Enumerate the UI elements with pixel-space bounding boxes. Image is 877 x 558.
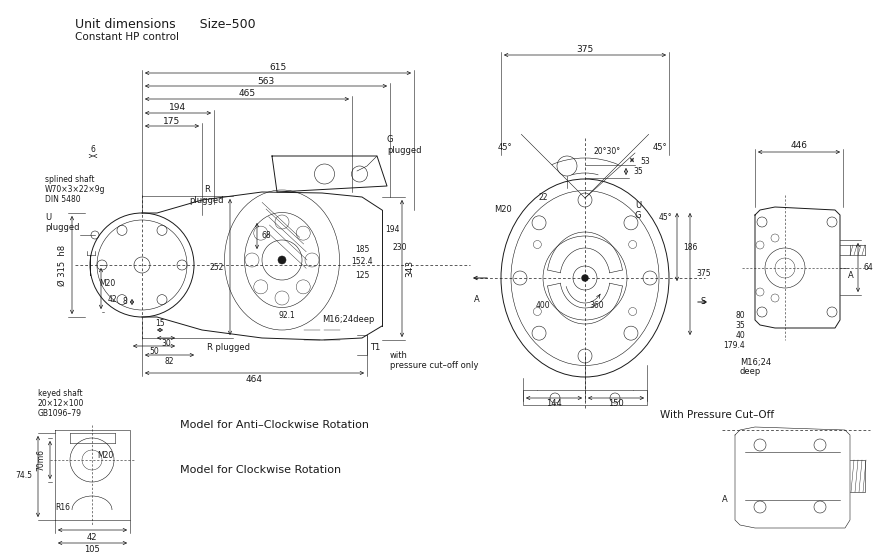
Text: 375: 375 xyxy=(575,45,593,54)
Text: 68: 68 xyxy=(261,232,271,240)
Text: 15: 15 xyxy=(155,319,165,328)
Text: 252: 252 xyxy=(210,262,224,272)
Text: W70×3×22×9g: W70×3×22×9g xyxy=(45,185,105,195)
Text: R plugged: R plugged xyxy=(207,344,250,353)
Text: Model for Anti–Clockwise Rotation: Model for Anti–Clockwise Rotation xyxy=(180,420,368,430)
Text: 465: 465 xyxy=(239,89,255,99)
Text: M16;24deep: M16;24deep xyxy=(322,315,374,325)
Text: 64: 64 xyxy=(863,263,873,272)
Text: With Pressure Cut–Off: With Pressure Cut–Off xyxy=(660,410,774,420)
Text: GB1096–79: GB1096–79 xyxy=(38,408,82,417)
Text: 343: 343 xyxy=(405,259,414,277)
Text: 446: 446 xyxy=(789,142,807,151)
Text: S: S xyxy=(700,297,705,306)
Text: M20: M20 xyxy=(494,205,511,214)
Text: with: with xyxy=(389,352,408,360)
Text: 42: 42 xyxy=(107,296,117,305)
Text: 230: 230 xyxy=(392,243,407,253)
Text: 45°: 45° xyxy=(658,214,671,223)
Text: 8: 8 xyxy=(122,297,127,306)
Text: M20: M20 xyxy=(96,450,113,459)
Text: M16;24: M16;24 xyxy=(739,358,770,367)
Text: 152.4: 152.4 xyxy=(351,257,373,267)
Text: 194: 194 xyxy=(169,103,186,113)
Text: 20×12×100: 20×12×100 xyxy=(38,398,84,407)
Text: 80: 80 xyxy=(735,310,745,320)
Text: 375: 375 xyxy=(695,270,709,278)
Text: 42: 42 xyxy=(87,532,97,541)
Text: 70m6: 70m6 xyxy=(36,449,45,471)
Text: splined shaft: splined shaft xyxy=(45,176,95,185)
Text: 35: 35 xyxy=(734,320,745,330)
Text: T1: T1 xyxy=(369,344,380,353)
Text: Model for Clockwise Rotation: Model for Clockwise Rotation xyxy=(180,465,341,475)
Text: 186: 186 xyxy=(682,243,696,252)
Text: 400: 400 xyxy=(535,301,550,310)
Text: 615: 615 xyxy=(269,64,286,73)
Text: 74.5: 74.5 xyxy=(15,472,32,480)
Text: 50: 50 xyxy=(149,348,159,357)
Text: G
plugged: G plugged xyxy=(387,135,421,155)
Text: 40: 40 xyxy=(734,330,745,339)
Text: M20: M20 xyxy=(99,278,115,287)
Text: DIN 5480: DIN 5480 xyxy=(45,195,81,204)
Text: plugged: plugged xyxy=(45,224,80,233)
Text: 144: 144 xyxy=(545,400,561,408)
Text: G: G xyxy=(634,210,641,219)
Text: Ø 315  h8: Ø 315 h8 xyxy=(57,244,67,286)
Text: 125: 125 xyxy=(354,271,368,280)
Text: 82: 82 xyxy=(164,357,174,365)
Text: R16: R16 xyxy=(55,503,70,512)
Text: keyed shaft: keyed shaft xyxy=(38,388,82,397)
Text: 45°: 45° xyxy=(497,143,511,152)
Text: A: A xyxy=(474,295,480,304)
Text: 30: 30 xyxy=(161,339,171,349)
Text: 105: 105 xyxy=(84,546,100,555)
Text: 35: 35 xyxy=(632,167,642,176)
Text: 45°: 45° xyxy=(652,143,667,152)
Text: 20°30°: 20°30° xyxy=(593,147,620,156)
Text: 563: 563 xyxy=(257,76,275,85)
Text: Unit dimensions      Size–500: Unit dimensions Size–500 xyxy=(75,18,255,31)
Text: Constant HP control: Constant HP control xyxy=(75,32,179,42)
Text: 175: 175 xyxy=(163,117,181,126)
Circle shape xyxy=(278,256,286,264)
Text: 53: 53 xyxy=(639,156,649,166)
Text: 150: 150 xyxy=(608,400,624,408)
Text: 194: 194 xyxy=(384,225,399,234)
Text: A: A xyxy=(847,272,852,281)
Text: 6: 6 xyxy=(90,146,96,155)
Text: deep: deep xyxy=(739,368,760,377)
Text: pressure cut–off only: pressure cut–off only xyxy=(389,362,478,371)
Text: R
plugged: R plugged xyxy=(189,185,224,205)
Text: 464: 464 xyxy=(246,374,262,383)
Text: U: U xyxy=(45,214,51,223)
Text: U: U xyxy=(634,200,640,209)
Text: 185: 185 xyxy=(354,246,368,254)
Text: 360: 360 xyxy=(589,301,603,310)
Text: 179.4: 179.4 xyxy=(723,340,745,349)
Text: 22: 22 xyxy=(538,194,547,203)
Text: 92.1: 92.1 xyxy=(278,310,295,320)
Text: A: A xyxy=(722,496,727,504)
Circle shape xyxy=(581,275,588,281)
